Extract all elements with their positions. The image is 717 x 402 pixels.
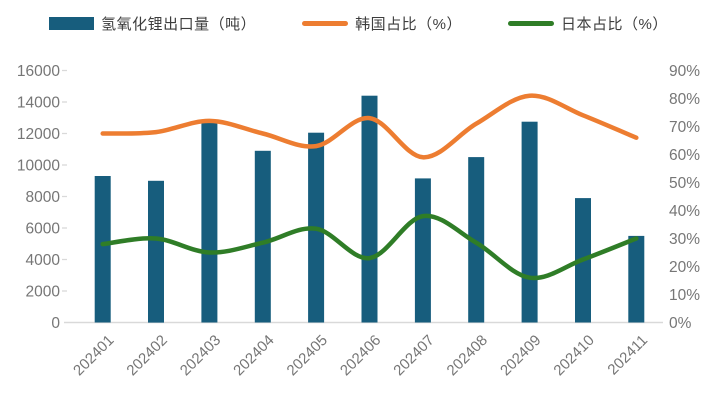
right-axis-tick-label: 20% — [669, 259, 700, 276]
x-axis-label-202410: 202410 — [550, 332, 597, 379]
left-axis-tick-label: 8000 — [26, 189, 61, 206]
x-axis-label-202407: 202407 — [390, 332, 437, 379]
right-axis-tick-label: 40% — [669, 203, 700, 220]
legend-label-korea-share: 韩国占比（%） — [355, 16, 462, 33]
korea-line-swatch — [302, 21, 349, 26]
left-axis-tick-label: 14000 — [17, 95, 60, 112]
x-axis-label-202405: 202405 — [284, 332, 331, 379]
right-axis-tick-label: 60% — [669, 147, 700, 164]
bar-202404 — [254, 150, 271, 323]
bar-202403 — [201, 120, 218, 323]
japan-line-swatch — [508, 21, 554, 26]
right-axis-tick-label: 50% — [669, 175, 700, 192]
bar-202402 — [148, 180, 164, 323]
x-axis-label-202406: 202406 — [337, 332, 384, 379]
x-axis-label-202409: 202409 — [497, 332, 544, 379]
left-axis-tick-label: 6000 — [26, 221, 61, 238]
right-axis-tick-label: 10% — [669, 287, 700, 304]
left-axis-tick-label: 4000 — [26, 252, 61, 269]
bar-202401 — [94, 176, 111, 323]
bar-series-swatch — [49, 17, 95, 30]
legend-label-export-volume: 氢氧化锂出口量（吨） — [101, 16, 257, 33]
right-axis-tick-label: 0% — [669, 315, 692, 332]
bar-202409 — [521, 121, 538, 323]
x-axis-label-202402: 202402 — [123, 332, 170, 379]
right-axis-tick-label: 90% — [669, 63, 700, 80]
bar-202407 — [414, 178, 431, 323]
right-axis-tick-label: 30% — [669, 231, 700, 248]
right-axis-tick-label: 70% — [669, 119, 700, 136]
legend-item-export-volume[interactable]: 氢氧化锂出口量（吨） — [49, 13, 256, 34]
left-axis-tick-label: 10000 — [17, 158, 60, 175]
left-axis-tick-label: 12000 — [17, 126, 60, 143]
legend-label-japan-share: 日本占比（%） — [561, 16, 668, 33]
japan-share-line — [100, 213, 639, 281]
legend-item-japan-share[interactable]: 日本占比（%） — [508, 13, 668, 34]
x-axis-label-202401: 202401 — [70, 332, 117, 379]
x-axis-label-202403: 202403 — [177, 332, 224, 379]
left-axis-tick-label: 0 — [51, 315, 60, 332]
bar-202411 — [628, 235, 645, 323]
x-axis-label-202408: 202408 — [444, 332, 491, 379]
right-axis-tick-label: 80% — [669, 91, 700, 108]
korea-share-line — [100, 93, 639, 160]
bar-202408 — [468, 157, 485, 323]
legend-item-korea-share[interactable]: 韩国占比（%） — [302, 13, 462, 34]
x-axis-label-202404: 202404 — [230, 332, 277, 379]
left-axis-tick-label: 16000 — [17, 63, 60, 80]
chart-legend: 氢氧化锂出口量（吨） 韩国占比（%） 日本占比（%） — [0, 13, 717, 34]
left-axis-tick-label: 2000 — [26, 284, 61, 301]
bar-202406 — [361, 95, 378, 323]
x-axis-label-202411: 202411 — [604, 332, 651, 379]
